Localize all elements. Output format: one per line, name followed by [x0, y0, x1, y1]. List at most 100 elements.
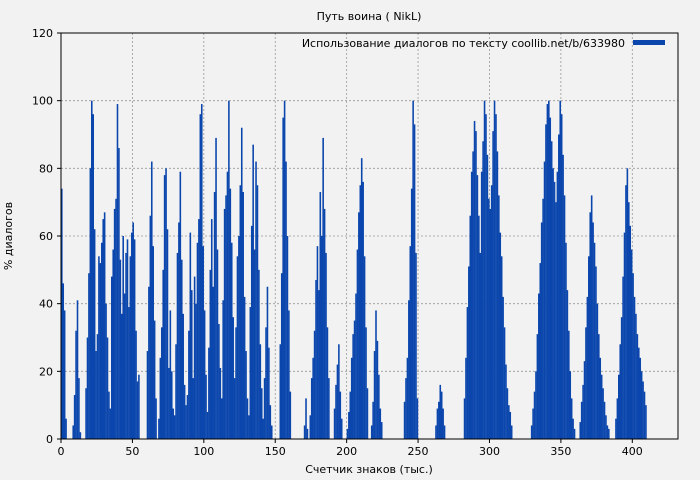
bar [562, 154, 564, 440]
bar [409, 246, 412, 439]
bar [285, 161, 287, 439]
bar [125, 252, 127, 439]
bar [115, 198, 117, 439]
bar [93, 229, 96, 439]
bar [209, 269, 212, 439]
bar [199, 114, 202, 439]
bar [169, 310, 172, 439]
bar [619, 344, 622, 439]
bar [305, 398, 307, 439]
bar [213, 192, 216, 439]
bar [65, 418, 67, 439]
bar [540, 222, 543, 439]
bar [245, 351, 247, 439]
bar [242, 192, 244, 439]
y-tick-label: 20 [39, 365, 53, 378]
bar [259, 344, 262, 439]
bar [148, 286, 150, 439]
bar [105, 303, 107, 439]
bar [155, 398, 157, 439]
bar [268, 347, 270, 439]
bar [479, 252, 482, 439]
bar [410, 188, 413, 439]
bar [530, 425, 533, 439]
bar [126, 239, 129, 439]
y-tick-label: 60 [39, 230, 53, 243]
bar [370, 425, 373, 439]
bar [202, 246, 204, 439]
bar [593, 242, 596, 439]
bar [163, 175, 166, 439]
bar [196, 242, 199, 439]
bar [289, 391, 292, 439]
bar [468, 266, 470, 439]
bar [170, 371, 173, 439]
bar [583, 361, 586, 439]
gridlines [61, 33, 678, 439]
bar [415, 252, 417, 439]
bar [596, 303, 599, 439]
bar [412, 100, 414, 440]
bar [502, 296, 504, 439]
y-tick-label: 80 [39, 162, 53, 175]
bar [535, 371, 537, 439]
bar [225, 195, 227, 439]
bar [188, 330, 190, 439]
bar [542, 198, 544, 439]
bar [248, 415, 250, 439]
bar [240, 127, 243, 439]
bar [189, 232, 192, 439]
bar [346, 428, 349, 439]
bar [579, 422, 582, 439]
bar [149, 215, 152, 439]
bar [608, 428, 610, 439]
bar [633, 296, 636, 439]
bar [75, 330, 77, 439]
bar [489, 208, 492, 439]
bar [158, 418, 160, 439]
bar [233, 378, 236, 439]
bar [283, 100, 286, 440]
x-tick-label: 150 [265, 445, 286, 458]
bars [61, 100, 647, 440]
bar [615, 418, 617, 439]
x-tick-label: 300 [479, 445, 500, 458]
bar [443, 425, 446, 439]
bar [635, 313, 637, 439]
bar [238, 236, 240, 439]
bar [328, 378, 330, 439]
bar [175, 344, 177, 439]
bar [623, 232, 626, 439]
bar [640, 371, 643, 439]
bar [86, 337, 89, 439]
bar [349, 391, 352, 439]
bar [323, 208, 326, 439]
bar [306, 428, 309, 439]
bar [229, 188, 232, 439]
bar [533, 391, 536, 439]
bar [560, 114, 563, 439]
bar [133, 239, 136, 439]
bar [500, 256, 503, 439]
bar [442, 408, 444, 439]
bar [218, 323, 220, 439]
bar [159, 357, 162, 439]
bar [628, 202, 630, 439]
bar [350, 357, 353, 439]
bar [280, 273, 283, 439]
x-axis-label: Счетчик знаков (тыс.) [305, 463, 433, 476]
bar [532, 408, 534, 439]
bar [108, 391, 110, 439]
x-tick-label: 400 [622, 445, 643, 458]
bar [63, 310, 66, 439]
bar [380, 422, 383, 439]
bar [469, 215, 472, 439]
bar [310, 378, 313, 439]
y-tick-label: 0 [46, 433, 53, 446]
bar [239, 185, 242, 439]
bar [510, 425, 513, 439]
bar [625, 185, 627, 439]
bar [439, 384, 442, 439]
bar [88, 273, 90, 439]
